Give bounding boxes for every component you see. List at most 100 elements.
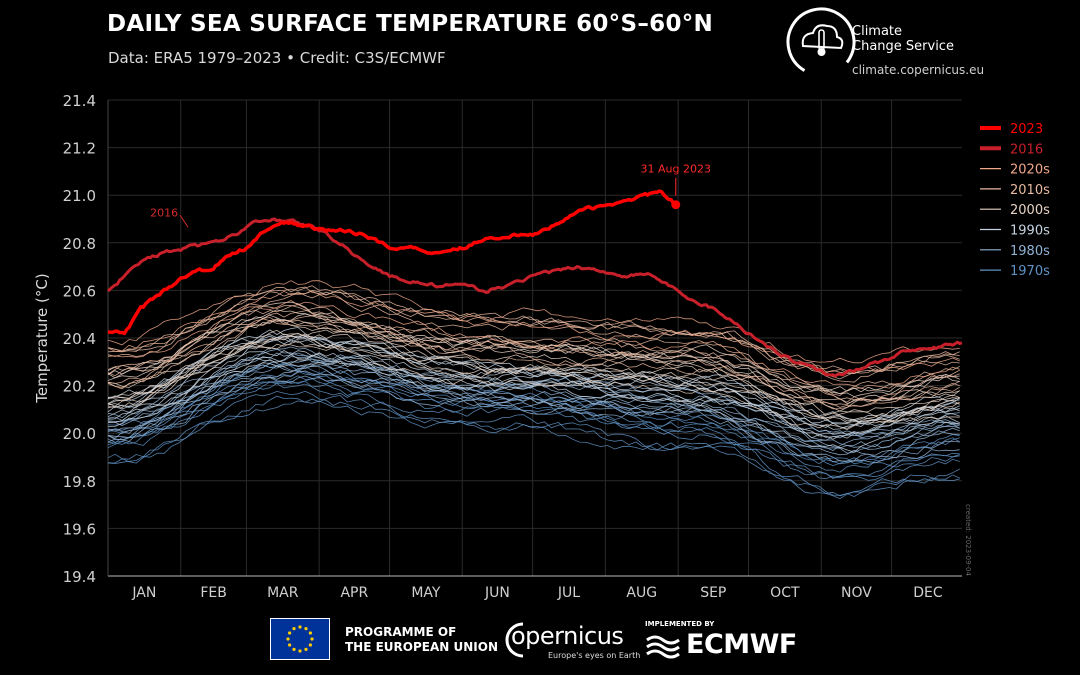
decade-year-line bbox=[107, 340, 960, 431]
decade-year-line bbox=[107, 378, 960, 479]
series-2023-line bbox=[107, 189, 677, 336]
c3s-line1: Climate bbox=[852, 24, 903, 39]
x-tick-label: JUN bbox=[484, 585, 510, 601]
legend-label: 2020s bbox=[1010, 163, 1050, 178]
x-tick-label: JUL bbox=[557, 585, 580, 601]
eu-star bbox=[308, 643, 312, 647]
y-tick-label: 19.4 bbox=[63, 568, 96, 586]
decade-year-line bbox=[107, 332, 960, 422]
copernicus-tagline: Europe's eyes on Earth bbox=[548, 651, 641, 660]
decade-year-line bbox=[107, 285, 960, 383]
decade-year-line bbox=[108, 358, 960, 449]
x-tick-label: MAR bbox=[267, 585, 299, 601]
eu-star bbox=[288, 643, 292, 647]
y-tick-label: 20.2 bbox=[63, 378, 96, 396]
decade-year-line bbox=[107, 335, 960, 427]
eu-line2: THE EUROPEAN UNION bbox=[345, 640, 498, 654]
x-tick-label: NOV bbox=[841, 585, 872, 601]
decade-year-line bbox=[107, 358, 960, 454]
decade-year-line bbox=[107, 290, 960, 374]
y-tick-label: 20.0 bbox=[63, 425, 96, 443]
x-tick-label: AUG bbox=[626, 585, 657, 601]
annotation-pointer bbox=[179, 215, 189, 228]
series-2016-line bbox=[106, 217, 963, 378]
y-tick-label: 20.8 bbox=[63, 235, 96, 253]
legend-label: 1970s bbox=[1010, 264, 1050, 279]
decade-year-line bbox=[107, 318, 960, 405]
y-tick-label: 20.4 bbox=[63, 330, 96, 348]
chart-title: DAILY SEA SURFACE TEMPERATURE 60°S–60°N bbox=[107, 11, 714, 37]
eu-star bbox=[292, 647, 296, 651]
x-tick-label: JAN bbox=[131, 585, 156, 601]
decade-year-line bbox=[107, 360, 960, 453]
x-tick-label: MAY bbox=[411, 585, 441, 601]
decade-year-line bbox=[107, 315, 960, 410]
legend-label: 1980s bbox=[1010, 244, 1050, 259]
x-tick-label: DEC bbox=[913, 585, 943, 601]
decade-year-line bbox=[107, 390, 960, 500]
decade-year-line bbox=[107, 344, 960, 424]
decade-year-line bbox=[107, 394, 960, 498]
eu-stars-icon bbox=[286, 625, 314, 653]
decade-year-line bbox=[107, 305, 960, 396]
decade-year-line bbox=[107, 353, 960, 438]
copernicus-name: opernicus bbox=[511, 622, 624, 650]
eu-line1: PROGRAMME OF bbox=[345, 625, 457, 639]
annotation-label: 2016 bbox=[150, 206, 178, 219]
decade-year-line bbox=[107, 364, 960, 450]
eu-star bbox=[310, 637, 314, 641]
decade-year-line bbox=[107, 304, 960, 402]
decade-year-line bbox=[107, 333, 960, 429]
decade-year-line bbox=[107, 356, 960, 451]
eu-star bbox=[292, 627, 296, 631]
decade-year-line bbox=[107, 363, 960, 465]
eu-star bbox=[304, 647, 308, 651]
eu-star bbox=[286, 637, 290, 641]
eu-star bbox=[298, 625, 302, 629]
legend-label: 2023 bbox=[1010, 122, 1043, 137]
eu-star bbox=[308, 631, 312, 635]
ecmwf-name: ECMWF bbox=[686, 629, 797, 660]
c3s-logo-icon bbox=[786, 7, 856, 77]
c3s-url[interactable]: climate.copernicus.eu bbox=[852, 63, 985, 77]
eu-star bbox=[298, 649, 302, 653]
created-watermark: created: 2023-09-04 bbox=[964, 504, 972, 576]
eu-programme-text: PROGRAMME OF THE EUROPEAN UNION bbox=[345, 625, 498, 655]
copernicus-logo-icon bbox=[505, 622, 524, 658]
decade-year-line bbox=[107, 333, 960, 416]
x-tick-label: OCT bbox=[770, 585, 800, 601]
x-tick-label: APR bbox=[340, 585, 368, 601]
sst-chart: 19.4 19.6 19.8 20.0 20.2 20.4 20.6 20.8 21.0 21.2… bbox=[33, 92, 1050, 601]
decade-year-line bbox=[107, 301, 960, 393]
x-tick-label: SEP bbox=[700, 585, 726, 601]
ecmwf-wave-icon bbox=[646, 635, 680, 659]
decade-year-line bbox=[107, 400, 960, 496]
decade-year-line bbox=[107, 289, 960, 380]
decade-year-line bbox=[107, 361, 960, 456]
ecmwf-implemented-by: IMPLEMENTED BY bbox=[645, 620, 715, 628]
decade-year-line bbox=[107, 280, 960, 364]
c3s-line2: Change Service bbox=[852, 39, 954, 54]
eu-star bbox=[288, 631, 292, 635]
y-tick-label: 21.2 bbox=[63, 140, 96, 158]
y-tick-label: 21.0 bbox=[63, 187, 96, 205]
chart-subtitle: Data: ERA5 1979–2023 • Credit: C3S/ECMWF bbox=[108, 49, 446, 67]
legend-label: 2000s bbox=[1010, 203, 1050, 218]
y-tick-label: 21.4 bbox=[63, 92, 96, 110]
y-tick-label: 19.6 bbox=[63, 520, 96, 538]
annotation-label: 31 Aug 2023 bbox=[641, 163, 711, 176]
legend-label: 1990s bbox=[1010, 224, 1050, 239]
decade-year-line bbox=[107, 299, 960, 389]
decade-year-line bbox=[107, 354, 960, 439]
decade-year-line bbox=[107, 381, 960, 480]
decade-year-line bbox=[107, 375, 960, 464]
y-tick-label: 20.6 bbox=[63, 282, 96, 300]
x-tick-label: FEB bbox=[200, 585, 227, 601]
decade-year-line bbox=[107, 317, 960, 406]
decade-year-line bbox=[107, 306, 960, 403]
y-tick-label: 19.8 bbox=[63, 473, 96, 491]
last-point-2023 bbox=[671, 200, 681, 210]
eu-flag-icon bbox=[270, 618, 330, 660]
decade-year-line bbox=[107, 370, 960, 473]
legend-label: 2010s bbox=[1010, 183, 1050, 198]
